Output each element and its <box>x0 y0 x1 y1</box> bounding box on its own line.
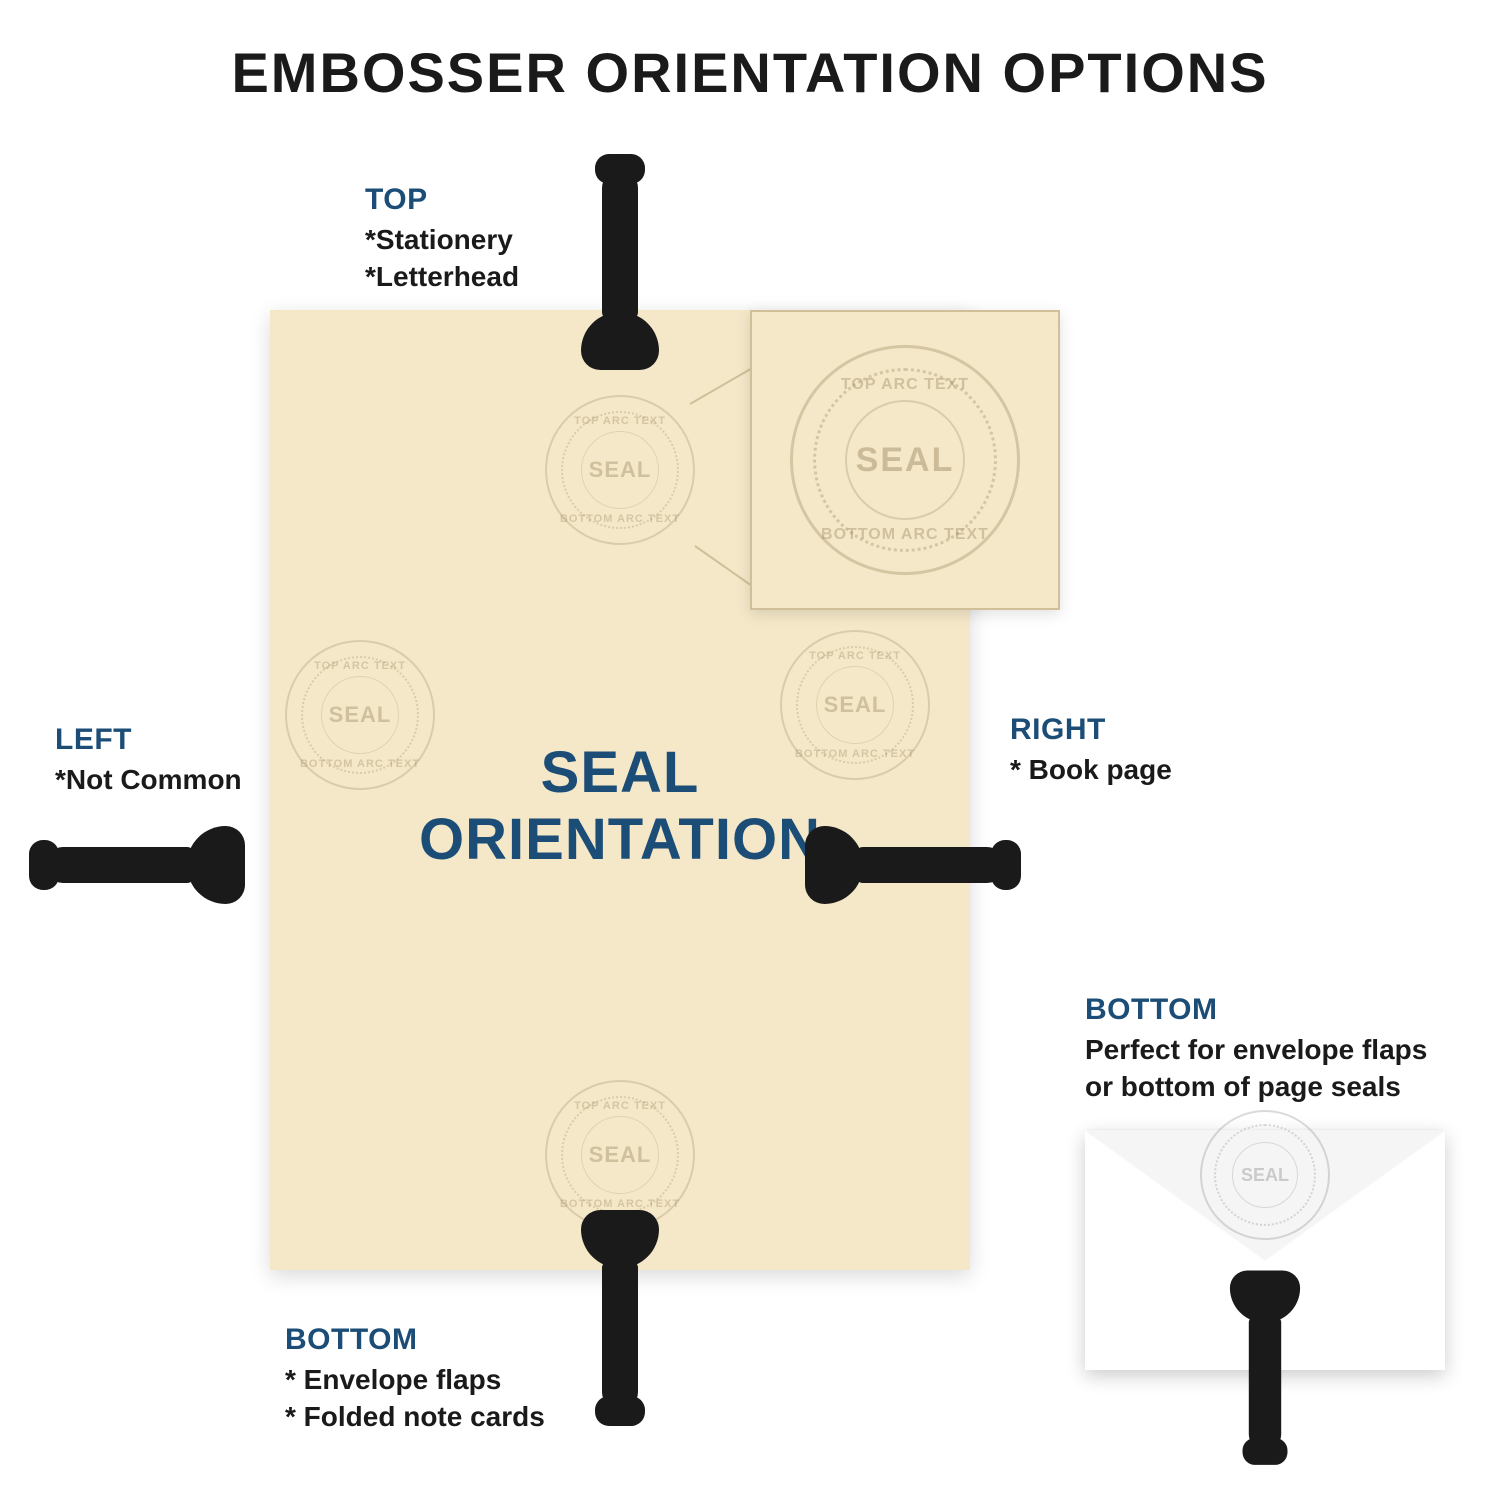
seal-arc-top: TOP ARC TEXT <box>782 650 928 662</box>
label-right-line1: * Book page <box>1010 751 1172 789</box>
envelope-seal-center: SEAL <box>1202 1112 1328 1238</box>
label-top: TOP *Stationery *Letterhead <box>365 180 519 296</box>
seal-impression-bottom: TOP ARC TEXT SEAL BOTTOM ARC TEXT <box>545 1080 695 1230</box>
seal-arc-bottom: BOTTOM ARC TEXT <box>547 513 693 525</box>
seal-center-text: SEAL <box>824 692 887 718</box>
zoom-detail-box: TOP ARC TEXT SEAL BOTTOM ARC TEXT <box>750 310 1060 610</box>
label-left-line1: *Not Common <box>55 761 242 799</box>
label-bottom-side-title: BOTTOM <box>1085 990 1427 1031</box>
seal-impression-left: TOP ARC TEXT SEAL BOTTOM ARC TEXT <box>285 640 435 790</box>
label-left: LEFT *Not Common <box>55 720 242 798</box>
embosser-right <box>805 825 1015 905</box>
seal-arc-top: TOP ARC TEXT <box>547 1100 693 1112</box>
label-left-title: LEFT <box>55 720 242 761</box>
seal-center-text: SEAL <box>589 1142 652 1168</box>
label-bottom-main-title: BOTTOM <box>285 1320 545 1361</box>
zoom-seal-impression: TOP ARC TEXT SEAL BOTTOM ARC TEXT <box>790 345 1020 575</box>
embosser-top <box>580 160 660 370</box>
label-bottom-side: BOTTOM Perfect for envelope flaps or bot… <box>1085 990 1427 1106</box>
seal-center-text: SEAL <box>589 457 652 483</box>
label-right-title: RIGHT <box>1010 710 1172 751</box>
seal-impression-top: TOP ARC TEXT SEAL BOTTOM ARC TEXT <box>545 395 695 545</box>
seal-impression-right: TOP ARC TEXT SEAL BOTTOM ARC TEXT <box>780 630 930 780</box>
label-top-line1: *Stationery <box>365 221 519 259</box>
label-bottom-side-line2: or bottom of page seals <box>1085 1068 1427 1106</box>
page-title: EMBOSSER ORIENTATION OPTIONS <box>0 40 1500 105</box>
label-bottom-main: BOTTOM * Envelope flaps * Folded note ca… <box>285 1320 545 1436</box>
envelope-seal-impression: SEAL <box>1200 1110 1330 1240</box>
label-top-line2: *Letterhead <box>365 258 519 296</box>
seal-arc-top: TOP ARC TEXT <box>287 660 433 672</box>
embosser-envelope <box>1229 1271 1301 1460</box>
seal-center-text: SEAL <box>329 702 392 728</box>
embosser-bottom <box>580 1210 660 1420</box>
embosser-left <box>35 825 245 905</box>
label-bottom-main-line2: * Folded note cards <box>285 1398 545 1436</box>
seal-arc-top: TOP ARC TEXT <box>547 415 693 427</box>
seal-arc-bottom: BOTTOM ARC TEXT <box>782 748 928 760</box>
seal-arc-bottom: BOTTOM ARC TEXT <box>547 1198 693 1210</box>
label-bottom-side-line1: Perfect for envelope flaps <box>1085 1031 1427 1069</box>
label-right: RIGHT * Book page <box>1010 710 1172 788</box>
zoom-arc-bottom: BOTTOM ARC TEXT <box>793 526 1017 544</box>
label-top-title: TOP <box>365 180 519 221</box>
seal-arc-bottom: BOTTOM ARC TEXT <box>287 758 433 770</box>
label-bottom-main-line1: * Envelope flaps <box>285 1361 545 1399</box>
